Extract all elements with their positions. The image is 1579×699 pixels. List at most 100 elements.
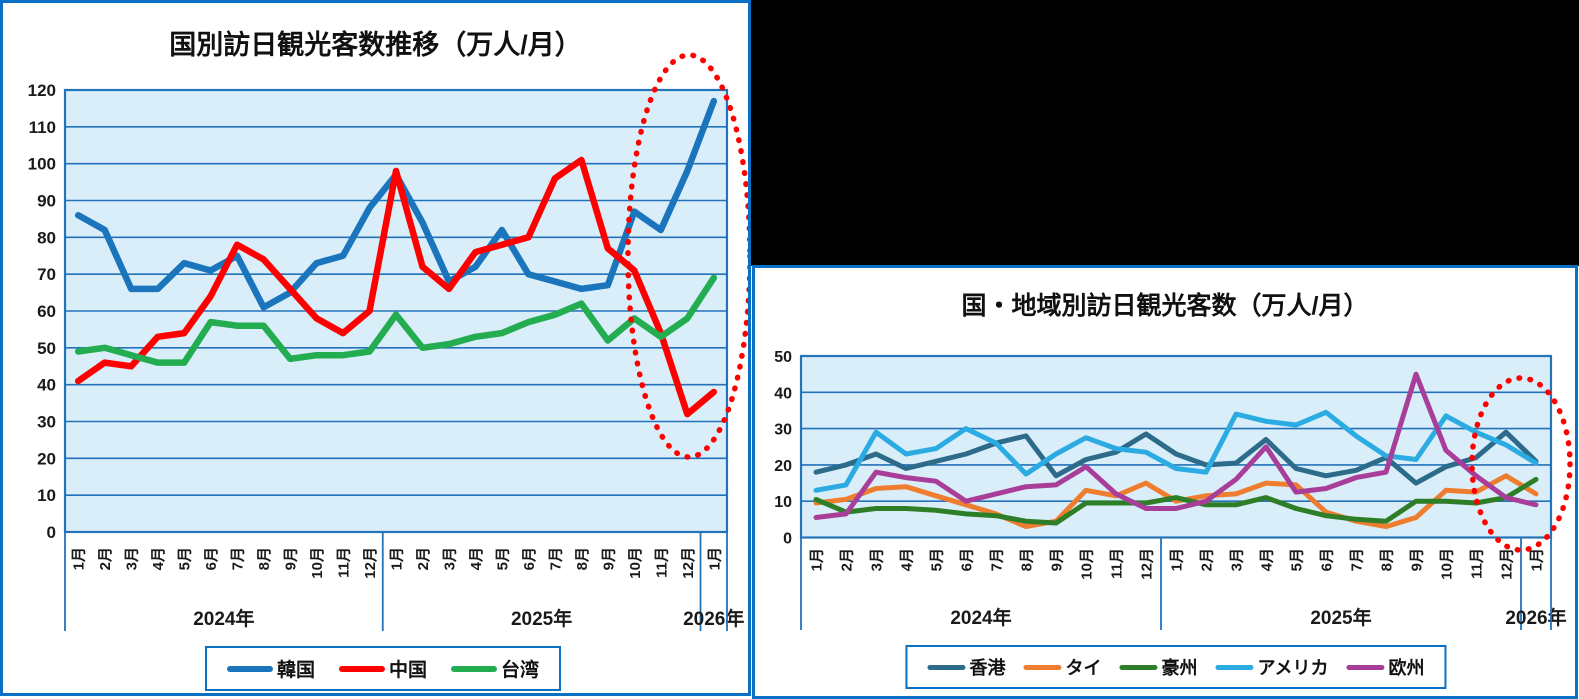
legend-label: アメリカ: [1257, 658, 1329, 678]
svg-text:11月: 11月: [336, 547, 353, 578]
svg-text:7月: 7月: [989, 548, 1006, 571]
right-chart-legend: 香港 タイ 豪州 アメリカ 欧州: [905, 645, 1447, 689]
right-plot-canvas: 0 10 20 30 40 50 2024年 2025年 2026年 1月 2月 3月 4月 5月 6月 7月…: [774, 349, 1573, 630]
svg-text:9月: 9月: [283, 547, 300, 570]
svg-text:30: 30: [774, 422, 792, 439]
svg-text:40: 40: [774, 385, 792, 402]
svg-text:4月: 4月: [1259, 548, 1276, 571]
svg-text:3月: 3月: [869, 548, 886, 571]
legend-item-アメリカ: アメリカ: [1215, 654, 1329, 680]
legend-line-swatch: [1119, 664, 1158, 670]
legend-line-swatch: [451, 665, 498, 672]
svg-text:1月: 1月: [809, 548, 826, 571]
svg-text:7月: 7月: [1349, 548, 1366, 571]
right-chart-title: 国・地域別訪日観光客数（万人/月）: [961, 292, 1369, 320]
svg-text:40: 40: [37, 376, 56, 395]
right-chart[interactable]: 国・地域別訪日観光客数（万人/月） 0 10 20 30 40 50 2024年 2025年 2…: [752, 265, 1578, 699]
legend-line-swatch: [226, 665, 273, 672]
legend-line-swatch: [338, 665, 385, 672]
svg-text:9月: 9月: [600, 547, 617, 570]
svg-text:4月: 4月: [468, 547, 485, 570]
svg-text:4月: 4月: [899, 548, 916, 571]
svg-text:50: 50: [774, 349, 792, 366]
svg-text:120: 120: [28, 81, 56, 100]
svg-text:6月: 6月: [959, 548, 976, 571]
svg-text:10月: 10月: [1079, 548, 1096, 580]
legend-line-swatch: [1215, 664, 1254, 670]
svg-text:0: 0: [47, 523, 56, 542]
legend-item-タイ: タイ: [1023, 654, 1101, 680]
svg-text:11月: 11月: [1469, 548, 1486, 579]
svg-text:30: 30: [37, 413, 56, 432]
svg-text:2024年: 2024年: [950, 606, 1011, 629]
svg-text:60: 60: [37, 302, 56, 321]
svg-text:2月: 2月: [1199, 548, 1216, 571]
svg-text:2月: 2月: [415, 547, 432, 570]
legend-label: 香港: [969, 658, 1006, 678]
svg-text:10月: 10月: [627, 547, 644, 579]
legend-item-中国: 中国: [338, 655, 428, 682]
svg-text:110: 110: [29, 118, 56, 137]
svg-text:20: 20: [774, 458, 792, 475]
legend-label: 豪州: [1161, 658, 1198, 678]
legend-label: タイ: [1065, 658, 1102, 678]
legend-label: 台湾: [501, 660, 540, 681]
svg-text:2026年: 2026年: [1505, 606, 1566, 629]
svg-text:2月: 2月: [97, 547, 114, 570]
svg-text:12月: 12月: [1139, 548, 1156, 580]
svg-text:12月: 12月: [362, 547, 379, 579]
svg-text:6月: 6月: [521, 547, 538, 570]
left-chart-title: 国別訪日観光客数推移（万人/月）: [169, 30, 582, 60]
svg-text:9月: 9月: [1049, 548, 1066, 571]
svg-text:0: 0: [783, 531, 792, 548]
svg-text:12月: 12月: [1499, 548, 1516, 580]
legend-label: 中国: [388, 660, 428, 681]
svg-text:7月: 7月: [230, 547, 247, 570]
svg-text:3月: 3月: [124, 547, 141, 570]
svg-text:3月: 3月: [441, 547, 458, 570]
svg-text:9月: 9月: [1409, 548, 1426, 571]
left-chart-legend: 韓国 中国 台湾: [204, 646, 562, 691]
left-plot-canvas: 0 10 20 30 40 50 60 70 80 90 100 110 120 2024年 2025年 20…: [28, 52, 748, 631]
left-chart[interactable]: 国別訪日観光客数推移（万人/月） 0 10 20 30 40 50 60 70 80 90 100 1…: [0, 0, 751, 696]
series-line-豪州: [813, 476, 1539, 526]
legend-item-豪州: 豪州: [1119, 654, 1197, 680]
annotation-ellipse: [1469, 375, 1573, 553]
svg-text:5月: 5月: [929, 548, 946, 571]
series-line-香港: [813, 429, 1539, 486]
svg-text:2025年: 2025年: [1310, 606, 1371, 629]
series-line-中国: [74, 156, 718, 418]
svg-text:8月: 8月: [256, 547, 273, 570]
annotation-ellipse: [625, 52, 748, 460]
svg-text:8月: 8月: [574, 547, 591, 570]
svg-text:20: 20: [37, 449, 56, 468]
svg-text:8月: 8月: [1379, 548, 1396, 571]
svg-text:7月: 7月: [547, 547, 564, 570]
svg-text:8月: 8月: [1019, 548, 1036, 571]
svg-text:2025年: 2025年: [511, 607, 572, 630]
legend-item-台湾: 台湾: [451, 655, 539, 682]
svg-text:80: 80: [37, 228, 56, 247]
svg-text:1月: 1月: [1169, 548, 1186, 571]
svg-text:11月: 11月: [1109, 548, 1126, 579]
svg-text:3月: 3月: [1229, 548, 1246, 571]
series-line-台湾: [74, 274, 718, 366]
svg-text:2月: 2月: [839, 548, 856, 571]
svg-text:6月: 6月: [1319, 548, 1336, 571]
legend-line-swatch: [927, 664, 966, 670]
svg-text:5月: 5月: [177, 547, 194, 570]
svg-text:1月: 1月: [71, 547, 88, 570]
series-line-タイ: [813, 473, 1539, 530]
series-line-アメリカ: [813, 409, 1539, 493]
svg-text:1月: 1月: [706, 547, 723, 570]
svg-text:50: 50: [37, 339, 56, 358]
svg-text:1月: 1月: [1529, 548, 1546, 571]
svg-text:10: 10: [774, 494, 792, 511]
svg-text:4月: 4月: [150, 547, 167, 570]
legend-item-韓国: 韓国: [226, 655, 315, 682]
legend-line-swatch: [1346, 664, 1385, 670]
svg-text:5月: 5月: [1289, 548, 1306, 571]
legend-item-欧州: 欧州: [1346, 654, 1425, 680]
blank-black-area: [751, 0, 1579, 266]
